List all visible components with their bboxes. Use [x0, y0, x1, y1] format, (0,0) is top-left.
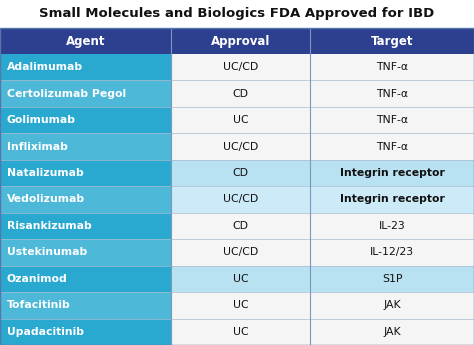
Text: Adalimumab: Adalimumab: [7, 62, 83, 72]
Bar: [171, 239, 310, 266]
Bar: [0, 160, 171, 186]
Bar: [0, 213, 171, 239]
Bar: [0, 28, 171, 54]
Bar: [0, 80, 171, 107]
Text: Integrin receptor: Integrin receptor: [340, 195, 445, 205]
Text: CD: CD: [233, 221, 248, 231]
Text: CD: CD: [233, 89, 248, 99]
Text: IL-12/23: IL-12/23: [370, 247, 414, 257]
Text: UC: UC: [233, 274, 248, 284]
Text: TNF-α: TNF-α: [376, 115, 408, 125]
Bar: [310, 186, 474, 213]
Text: UC/CD: UC/CD: [223, 62, 258, 72]
Text: UC: UC: [233, 327, 248, 337]
Bar: [0, 239, 171, 266]
Text: Infliximab: Infliximab: [7, 141, 68, 151]
Text: S1P: S1P: [382, 274, 402, 284]
Text: UC/CD: UC/CD: [223, 195, 258, 205]
Bar: [310, 292, 474, 318]
Bar: [310, 266, 474, 292]
Text: IL-23: IL-23: [379, 221, 406, 231]
Bar: [310, 239, 474, 266]
Text: UC: UC: [233, 300, 248, 310]
Text: JAK: JAK: [383, 327, 401, 337]
Bar: [310, 160, 474, 186]
Bar: [310, 54, 474, 80]
Bar: [171, 107, 310, 134]
Text: Ustekinumab: Ustekinumab: [7, 247, 87, 257]
Bar: [0, 318, 171, 345]
Bar: [310, 28, 474, 54]
Text: JAK: JAK: [383, 300, 401, 310]
Bar: [0, 107, 171, 134]
Text: UC: UC: [233, 115, 248, 125]
Bar: [171, 292, 310, 318]
Bar: [0, 54, 171, 80]
Text: Ozanimod: Ozanimod: [7, 274, 68, 284]
Text: Risankizumab: Risankizumab: [7, 221, 92, 231]
Text: TNF-α: TNF-α: [376, 62, 408, 72]
Bar: [171, 266, 310, 292]
Text: Integrin receptor: Integrin receptor: [340, 168, 445, 178]
Text: Tofacitinib: Tofacitinib: [7, 300, 71, 310]
Text: Small Molecules and Biologics FDA Approved for IBD: Small Molecules and Biologics FDA Approv…: [39, 8, 435, 20]
Bar: [171, 54, 310, 80]
Bar: [310, 107, 474, 134]
Text: UC/CD: UC/CD: [223, 141, 258, 151]
Text: TNF-α: TNF-α: [376, 89, 408, 99]
Text: Target: Target: [371, 34, 413, 48]
Bar: [171, 213, 310, 239]
Bar: [0, 134, 171, 160]
Bar: [171, 134, 310, 160]
Bar: [310, 80, 474, 107]
Bar: [171, 160, 310, 186]
Bar: [0, 266, 171, 292]
Text: Golimumab: Golimumab: [7, 115, 76, 125]
Text: Agent: Agent: [65, 34, 105, 48]
Bar: [0, 186, 171, 213]
Bar: [171, 186, 310, 213]
Text: Natalizumab: Natalizumab: [7, 168, 84, 178]
Text: Vedolizumab: Vedolizumab: [7, 195, 85, 205]
Text: Upadacitinib: Upadacitinib: [7, 327, 84, 337]
Bar: [171, 28, 310, 54]
Bar: [171, 80, 310, 107]
Bar: [310, 213, 474, 239]
Text: TNF-α: TNF-α: [376, 141, 408, 151]
Bar: [171, 318, 310, 345]
Text: Approval: Approval: [211, 34, 270, 48]
Bar: [310, 134, 474, 160]
Text: Certolizumab Pegol: Certolizumab Pegol: [7, 89, 126, 99]
Text: CD: CD: [233, 168, 248, 178]
Text: UC/CD: UC/CD: [223, 247, 258, 257]
Bar: [310, 318, 474, 345]
Bar: [0, 292, 171, 318]
